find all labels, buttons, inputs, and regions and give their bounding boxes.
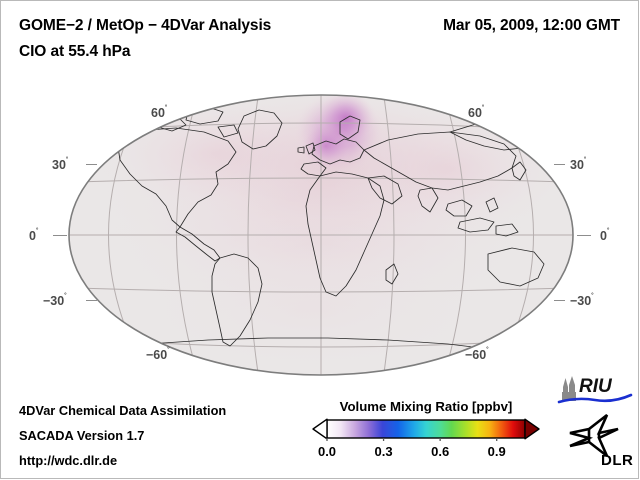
colorbar-arrow-low: [312, 418, 328, 440]
colorbar-ticks: [326, 438, 498, 441]
colorbar-tick-label: 0.3: [374, 444, 393, 459]
lat-label-right-60: 60˚: [468, 104, 485, 120]
lat-label-right-minus30: −30˚: [570, 292, 594, 308]
lat-label-left-minus30: −30˚: [43, 292, 67, 308]
riu-swoosh: [557, 393, 633, 404]
colorbar-title: Volume Mixing Ratio [ppbv]: [339, 399, 513, 414]
lat-tick-right-minus30: [554, 300, 565, 301]
map-projection-svg: [68, 94, 574, 376]
lat-tick-right-30: [554, 164, 565, 165]
figure-title-line1: GOME−2 / MetOp − 4DVar Analysis: [19, 17, 272, 34]
footer-line-2: SACADA Version 1.7: [19, 428, 145, 443]
map-outline: [68, 94, 574, 376]
colorbar-tick-labels: 0.0 0.3 0.6 0.9: [312, 444, 540, 462]
dlr-logo-svg: DLR: [569, 413, 633, 469]
lat-label-left-60: 60˚: [151, 104, 168, 120]
colorbar-tick-label: 0.9: [487, 444, 506, 459]
lat-label-left-minus60: −60˚: [146, 346, 170, 362]
riu-wordmark: RIU: [579, 376, 613, 397]
dlr-mark-icon: [569, 413, 619, 458]
lat-tick-left-0: [53, 235, 67, 236]
cathedral-icon: [562, 376, 576, 401]
lat-label-right-0: 0˚: [600, 227, 610, 243]
world-map: [68, 94, 574, 376]
dlr-logo: DLR: [563, 411, 635, 469]
figure-timestamp: Mar 05, 2009, 12:00 GMT: [443, 17, 620, 34]
riu-logo: RIU: [557, 375, 633, 407]
colorbar: [312, 417, 540, 441]
lat-tick-left-30: [86, 164, 97, 165]
lat-label-right-minus60: −60˚: [465, 346, 489, 362]
colorbar-tick-label: 0.0: [317, 444, 337, 459]
colorbar-svg: [312, 418, 540, 441]
data-field: [93, 95, 568, 371]
dlr-wordmark: DLR: [601, 452, 633, 469]
lat-label-left-30: 30˚: [52, 156, 69, 172]
colorbar-gradient: [327, 420, 525, 438]
lat-tick-left-minus30: [86, 300, 97, 301]
colorbar-tick-label: 0.6: [431, 444, 450, 459]
footer-line-3[interactable]: http://wdc.dlr.de: [19, 453, 118, 468]
lat-label-left-0: 0˚: [29, 227, 39, 243]
figure-title-line2: CIO at 55.4 hPa: [19, 43, 131, 60]
lat-label-right-30: 30˚: [570, 156, 587, 172]
lat-tick-right-0: [577, 235, 591, 236]
colorbar-arrow-high: [524, 418, 540, 440]
footer-line-1: 4DVar Chemical Data Assimilation: [19, 403, 227, 418]
riu-logo-svg: RIU: [557, 376, 633, 404]
